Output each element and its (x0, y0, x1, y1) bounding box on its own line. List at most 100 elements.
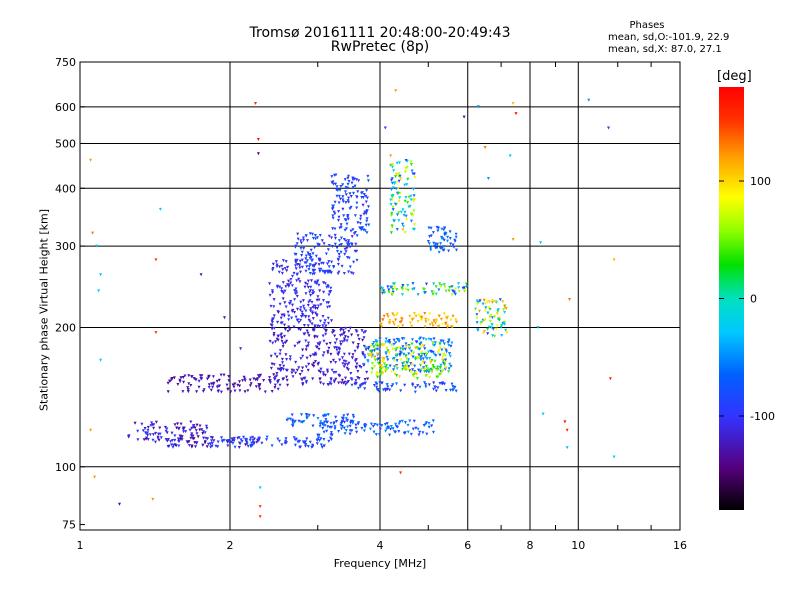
data-point (301, 314, 305, 318)
data-point (201, 432, 205, 435)
data-point (475, 313, 479, 317)
data-point (484, 306, 488, 310)
data-point (391, 427, 395, 431)
data-point (399, 471, 403, 475)
data-point (410, 363, 414, 367)
data-point (486, 311, 490, 315)
data-point (439, 372, 443, 376)
data-point (318, 325, 321, 329)
data-point (503, 322, 507, 326)
data-point (378, 433, 381, 437)
data-point (372, 384, 376, 387)
data-point (190, 426, 194, 430)
data-point (430, 424, 434, 428)
data-point (340, 378, 344, 382)
data-point (238, 380, 241, 384)
data-point (97, 289, 101, 293)
data-point (342, 238, 346, 241)
data-point (321, 371, 325, 375)
data-point (293, 419, 297, 423)
data-point (448, 354, 452, 358)
data-point (395, 288, 399, 292)
data-point (311, 424, 315, 428)
data-point (173, 434, 177, 438)
data-point (486, 177, 490, 180)
data-point (387, 321, 391, 325)
data-point (414, 426, 418, 430)
data-point (417, 368, 420, 372)
data-point (288, 358, 292, 362)
data-point (299, 247, 303, 250)
data-point (450, 285, 454, 289)
data-point (249, 436, 253, 440)
data-point (195, 441, 199, 445)
data-point (295, 258, 299, 262)
data-point (386, 358, 390, 362)
data-point (195, 390, 199, 394)
data-point (339, 423, 343, 427)
data-point (219, 373, 223, 377)
data-point (452, 245, 456, 249)
data-point (151, 497, 155, 501)
data-point (416, 320, 420, 323)
data-point (393, 282, 397, 286)
data-point (356, 221, 360, 225)
data-point (275, 374, 279, 378)
data-point (319, 443, 323, 447)
data-point (335, 194, 339, 198)
colorbar-unit-label: [deg] (717, 69, 752, 84)
data-point (181, 376, 185, 379)
data-point (475, 321, 479, 325)
data-point (395, 374, 399, 377)
data-point (310, 363, 314, 367)
data-point (311, 328, 315, 332)
data-point (366, 360, 370, 364)
data-point (272, 314, 276, 318)
data-point (348, 245, 352, 249)
data-point (217, 378, 221, 382)
data-point (207, 386, 211, 389)
data-point (233, 389, 237, 393)
data-point (310, 322, 314, 326)
data-point (379, 368, 383, 372)
data-point (353, 359, 357, 363)
data-point (421, 360, 425, 364)
data-point (393, 372, 397, 376)
data-point (364, 346, 368, 350)
data-point (409, 194, 413, 198)
data-point (197, 385, 201, 389)
data-point (409, 212, 413, 216)
data-point (326, 248, 330, 252)
data-point (324, 252, 328, 256)
data-point (265, 438, 268, 442)
data-point (400, 337, 404, 341)
data-point (332, 210, 336, 214)
data-point (272, 333, 276, 337)
data-point (274, 340, 277, 344)
data-point (408, 347, 412, 351)
data-point (294, 371, 298, 375)
data-point (304, 292, 308, 296)
data-point (189, 436, 193, 440)
data-point (373, 358, 377, 362)
data-point (434, 386, 438, 389)
data-point (194, 378, 198, 382)
data-point (327, 270, 331, 274)
data-point (280, 443, 284, 447)
data-point (420, 367, 424, 371)
data-point (392, 342, 396, 346)
data-point (298, 259, 302, 263)
data-point (411, 338, 414, 342)
data-point (358, 226, 362, 230)
data-point (288, 417, 292, 421)
data-point (313, 307, 317, 310)
data-point (280, 339, 284, 343)
data-point (306, 368, 310, 372)
data-point (337, 210, 341, 213)
data-point (424, 338, 428, 342)
data-point (348, 265, 352, 269)
data-point (401, 348, 405, 352)
data-point (211, 375, 215, 379)
y-tick-label: 100 (55, 461, 76, 474)
data-point (494, 300, 498, 304)
